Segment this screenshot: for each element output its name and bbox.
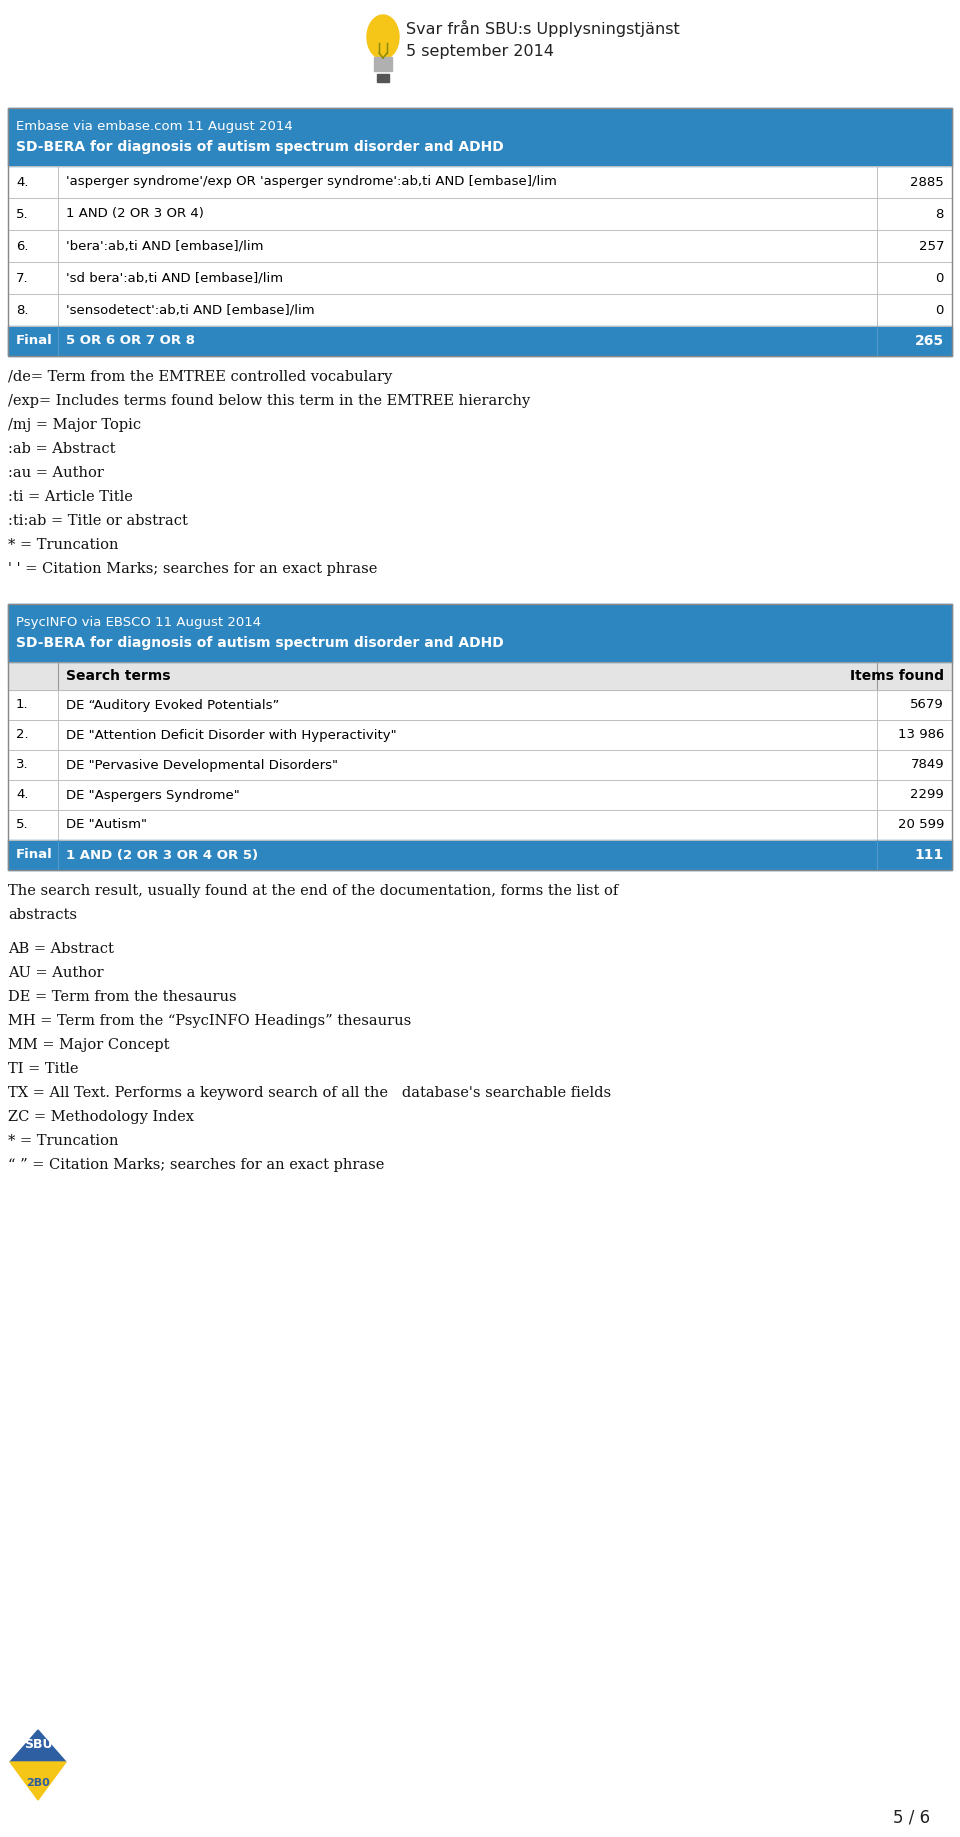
Bar [8, 294, 952, 325]
Text: Embase via embase.com 11 August 2014: Embase via embase.com 11 August 2014 [16, 119, 293, 132]
Text: 0: 0 [936, 272, 944, 285]
Bar [8, 108, 952, 165]
Text: 5.: 5. [16, 819, 29, 832]
Text: 5 OR 6 OR 7 OR 8: 5 OR 6 OR 7 OR 8 [66, 334, 195, 347]
FancyBboxPatch shape [374, 57, 392, 72]
Bar [8, 604, 952, 871]
Text: abstracts: abstracts [8, 907, 77, 922]
Bar [8, 691, 952, 720]
Text: Svar från SBU:s Upplysningstjänst: Svar från SBU:s Upplysningstjänst [406, 20, 680, 37]
Text: /exp= Includes terms found below this term in the EMTREE hierarchy: /exp= Includes terms found below this te… [8, 393, 530, 408]
Text: PsycINFO via EBSCO 11 August 2014: PsycINFO via EBSCO 11 August 2014 [16, 615, 261, 628]
Text: 8: 8 [936, 208, 944, 220]
Text: * = Truncation: * = Truncation [8, 1133, 118, 1148]
Text: 3.: 3. [16, 759, 29, 772]
Text: 7849: 7849 [910, 759, 944, 772]
Text: :au = Author: :au = Author [8, 467, 104, 479]
Text: 4.: 4. [16, 788, 29, 801]
Text: :ab = Abstract: :ab = Abstract [8, 443, 115, 456]
Text: 5 september 2014: 5 september 2014 [406, 44, 554, 59]
Text: Final: Final [16, 849, 53, 862]
FancyBboxPatch shape [377, 73, 389, 83]
Text: :ti:ab = Title or abstract: :ti:ab = Title or abstract [8, 514, 188, 527]
Text: 'asperger syndrome'/exp OR 'asperger syndrome':ab,ti AND [embase]/lim: 'asperger syndrome'/exp OR 'asperger syn… [66, 176, 557, 189]
Text: Search terms: Search terms [66, 669, 171, 683]
Text: 7.: 7. [16, 272, 29, 285]
Text: DE "Pervasive Developmental Disorders": DE "Pervasive Developmental Disorders" [66, 759, 338, 772]
Text: DE "Aspergers Syndrome": DE "Aspergers Syndrome" [66, 788, 240, 801]
Text: 20 599: 20 599 [898, 819, 944, 832]
Bar [8, 840, 952, 871]
Bar [8, 198, 952, 230]
Text: “ ” = Citation Marks; searches for an exact phrase: “ ” = Citation Marks; searches for an ex… [8, 1157, 384, 1172]
Text: The search result, usually found at the end of the documentation, forms the list: The search result, usually found at the … [8, 884, 618, 898]
Bar [8, 325, 952, 356]
Text: 0: 0 [936, 303, 944, 316]
Text: DE = Term from the thesaurus: DE = Term from the thesaurus [8, 990, 236, 1005]
Text: TX = All Text. Performs a keyword search of all the   database's searchable fiel: TX = All Text. Performs a keyword search… [8, 1086, 612, 1100]
Text: 1.: 1. [16, 698, 29, 711]
Text: 5.: 5. [16, 208, 29, 220]
Bar [8, 720, 952, 749]
Text: /mj = Major Topic: /mj = Major Topic [8, 419, 141, 432]
Text: AB = Abstract: AB = Abstract [8, 942, 114, 955]
Bar [8, 604, 952, 661]
Text: Items found: Items found [850, 669, 944, 683]
Bar [8, 230, 952, 263]
Text: 5679: 5679 [910, 698, 944, 711]
Text: Final: Final [16, 334, 53, 347]
Text: SD-BERA for diagnosis of autism spectrum disorder and ADHD: SD-BERA for diagnosis of autism spectrum… [16, 140, 504, 154]
Text: 111: 111 [915, 849, 944, 862]
Text: 'bera':ab,ti AND [embase]/lim: 'bera':ab,ti AND [embase]/lim [66, 239, 263, 252]
Text: DE "Attention Deficit Disorder with Hyperactivity": DE "Attention Deficit Disorder with Hype… [66, 729, 396, 742]
Text: ZC = Methodology Index: ZC = Methodology Index [8, 1110, 194, 1124]
Text: SD-BERA for diagnosis of autism spectrum disorder and ADHD: SD-BERA for diagnosis of autism spectrum… [16, 636, 504, 650]
Text: 2B0: 2B0 [26, 1778, 50, 1787]
Text: 4.: 4. [16, 176, 29, 189]
Text: MM = Major Concept: MM = Major Concept [8, 1038, 170, 1053]
Bar [8, 165, 952, 198]
Text: 13 986: 13 986 [898, 729, 944, 742]
Text: 2.: 2. [16, 729, 29, 742]
Text: TI = Title: TI = Title [8, 1062, 79, 1076]
Bar [8, 781, 952, 810]
Bar [8, 661, 952, 691]
Bar [8, 263, 952, 294]
Text: ' ' = Citation Marks; searches for an exact phrase: ' ' = Citation Marks; searches for an ex… [8, 562, 377, 577]
Bar [8, 810, 952, 840]
Text: 6.: 6. [16, 239, 29, 252]
Polygon shape [10, 1762, 66, 1800]
Polygon shape [10, 1730, 66, 1762]
Ellipse shape [367, 15, 399, 59]
Text: 2885: 2885 [910, 176, 944, 189]
Text: /de= Term from the EMTREE controlled vocabulary: /de= Term from the EMTREE controlled voc… [8, 369, 393, 384]
Text: 5 / 6: 5 / 6 [893, 1808, 930, 1826]
Text: AU = Author: AU = Author [8, 966, 104, 979]
Bar [8, 749, 952, 781]
Text: MH = Term from the “PsycINFO Headings” thesaurus: MH = Term from the “PsycINFO Headings” t… [8, 1014, 411, 1029]
Text: SBU: SBU [24, 1738, 52, 1751]
Text: 'sd bera':ab,ti AND [embase]/lim: 'sd bera':ab,ti AND [embase]/lim [66, 272, 283, 285]
Text: 1 AND (2 OR 3 OR 4 OR 5): 1 AND (2 OR 3 OR 4 OR 5) [66, 849, 258, 862]
Text: :ti = Article Title: :ti = Article Title [8, 490, 132, 503]
Text: 2299: 2299 [910, 788, 944, 801]
Text: * = Truncation: * = Truncation [8, 538, 118, 551]
Text: 1 AND (2 OR 3 OR 4): 1 AND (2 OR 3 OR 4) [66, 208, 204, 220]
Text: DE "Autism": DE "Autism" [66, 819, 147, 832]
Text: 8.: 8. [16, 303, 29, 316]
Bar [8, 108, 952, 356]
Text: 257: 257 [919, 239, 944, 252]
Text: 265: 265 [915, 334, 944, 347]
Text: DE “Auditory Evoked Potentials”: DE “Auditory Evoked Potentials” [66, 698, 279, 711]
Text: 'sensodetect':ab,ti AND [embase]/lim: 'sensodetect':ab,ti AND [embase]/lim [66, 303, 315, 316]
